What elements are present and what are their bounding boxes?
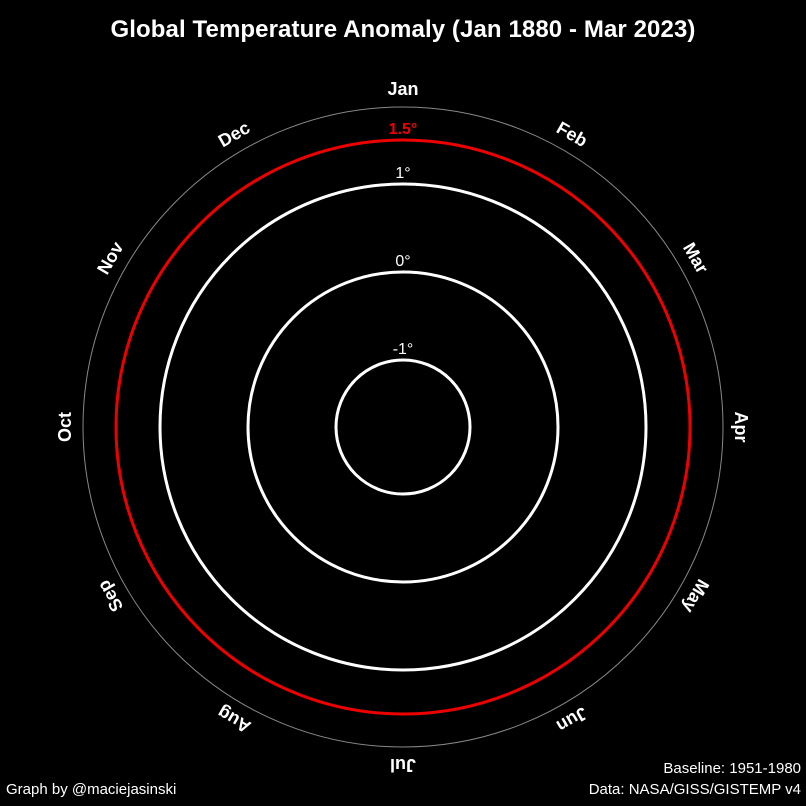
month-label-oct: Oct [55,412,75,442]
ring-label-1: 0° [395,253,410,270]
source-text: Data: NASA/GISS/GISTEMP v4 [588,781,801,798]
ring-label-3: 1.5° [389,121,418,138]
credit-text: Graph by @maciejasinski [6,781,177,798]
ring-0 [334,358,472,496]
month-label-jul: Jul [390,755,416,775]
ring-3 [114,138,692,716]
baseline-text: Baseline: 1951-1980 [663,760,801,777]
month-label-sep: Sep [93,577,127,616]
month-label-jan: Jan [387,79,418,99]
month-label-feb: Feb [553,118,591,151]
month-label-dec: Dec [215,117,254,151]
ring-label-2: 1° [395,165,410,182]
month-label-mar: Mar [679,239,712,277]
month-label-jun: Jun [553,703,591,736]
ring-2 [158,182,648,672]
month-label-nov: Nov [93,238,127,277]
outer-boundary-circle [82,106,724,748]
chart-title: Global Temperature Anomaly (Jan 1880 - M… [110,16,696,43]
month-label-apr: Apr [731,412,751,443]
ring-label-0: -1° [393,341,414,358]
ring-1 [246,270,560,584]
temperature-rings: -1° 0° 1° 1.5° [114,121,692,716]
